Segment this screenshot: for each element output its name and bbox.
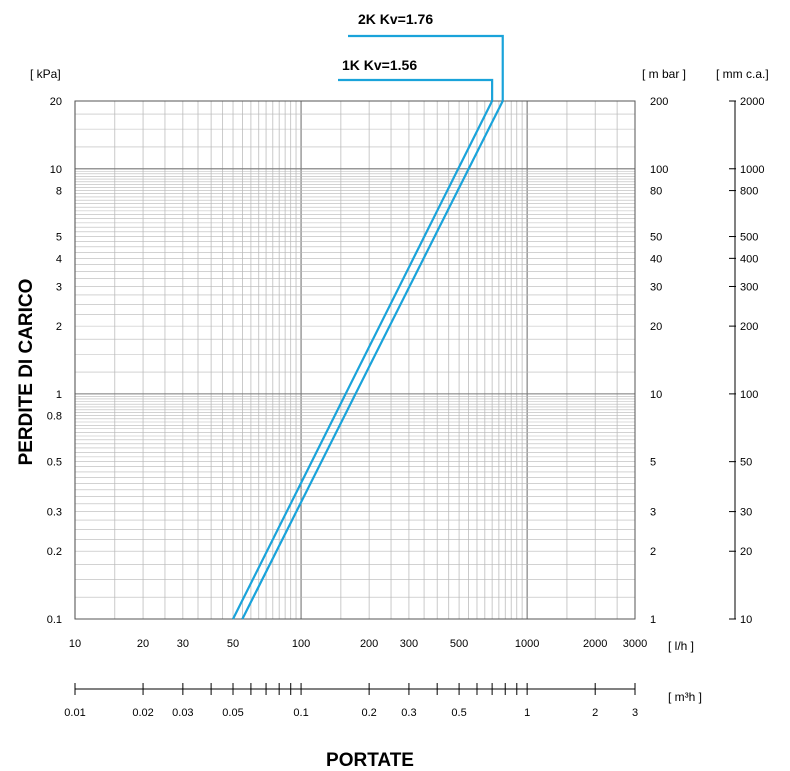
x-tick-label-m3h: 0.01 [64, 707, 85, 719]
x-tick-label-lh: 500 [450, 638, 468, 650]
x-tick-label-lh: 10 [69, 638, 81, 650]
x-tick-label-m3h: 0.1 [293, 707, 308, 719]
y-tick-label-mbar: 1 [650, 614, 656, 626]
y-tick-label-kpa: 0.2 [47, 546, 62, 558]
y-tick-label-mbar: 50 [650, 232, 662, 244]
mmca-unit-label: [ mm c.a.] [716, 67, 769, 81]
x-tick-label-m3h: 0.3 [401, 707, 416, 719]
x-tick-label-lh: 50 [227, 638, 239, 650]
m3h-unit-label: [ m³h ] [668, 690, 702, 704]
y-tick-label-mmca: 20 [740, 546, 752, 558]
y-tick-label-kpa: 1 [56, 389, 62, 401]
series-leader-2 [348, 34, 504, 101]
x-axis-title: PORTATE [326, 750, 414, 771]
y-tick-label-kpa: 2 [56, 321, 62, 333]
series-label-1: 1K Kv=1.56 [342, 57, 417, 73]
y-tick-label-kpa: 4 [56, 253, 62, 265]
y-tick-label-mmca: 50 [740, 457, 752, 469]
y-tick-label-mmca: 800 [740, 186, 758, 198]
y-tick-label-mbar: 20 [650, 321, 662, 333]
y-tick-label-kpa: 10 [50, 164, 62, 176]
y-tick-label-mbar: 30 [650, 281, 662, 293]
y-tick-label-mmca: 500 [740, 232, 758, 244]
mbar-unit-label: [ m bar ] [642, 67, 686, 81]
x-tick-label-m3h: 0.05 [222, 707, 243, 719]
y-tick-label-kpa: 0.1 [47, 614, 62, 626]
y-tick-label-kpa: 0.5 [47, 457, 62, 469]
chart-grid [74, 100, 636, 620]
y-tick-label-mmca: 2000 [740, 96, 764, 108]
y-tick-label-mmca: 200 [740, 321, 758, 333]
x-tick-label-m3h: 1 [524, 707, 530, 719]
kpa-unit-label: [ kPa] [30, 67, 61, 81]
x-tick-label-lh: 20 [137, 638, 149, 650]
y-tick-label-mmca: 100 [740, 389, 758, 401]
y-tick-label-mbar: 2 [650, 546, 656, 558]
x-tick-label-lh: 2000 [583, 638, 607, 650]
y-tick-label-mmca: 30 [740, 507, 752, 519]
y-tick-label-mbar: 10 [650, 389, 662, 401]
x-tick-label-lh: 100 [292, 638, 310, 650]
x-tick-label-lh: 30 [177, 638, 189, 650]
plot-frame [74, 100, 636, 620]
y-tick-label-mmca: 1000 [740, 164, 764, 176]
y-tick-label-kpa: 3 [56, 281, 62, 293]
y-tick-label-mmca: 10 [740, 614, 752, 626]
x-tick-label-m3h: 3 [632, 707, 638, 719]
series-line-1 [232, 100, 494, 620]
y-tick-label-mbar: 200 [650, 96, 668, 108]
y-tick-label-kpa: 0.3 [47, 507, 62, 519]
series-layer [232, 34, 504, 620]
lh-unit-label: [ l/h ] [668, 639, 694, 653]
y-tick-label-kpa: 20 [50, 96, 62, 108]
y-axis-title: PERDITE DI CARICO [16, 279, 37, 466]
series-leader-1 [338, 78, 494, 101]
series-line-2 [241, 100, 504, 620]
series-label-2: 2K Kv=1.76 [358, 11, 433, 27]
tick-labels-layer: 1K Kv=1.56 2K Kv=1.76 0.1 0.2 0.3 0.5 0.8 1 2 3 4 5… [47, 11, 765, 719]
y-tick-label-mbar: 100 [650, 164, 668, 176]
x-tick-label-m3h: 2 [592, 707, 598, 719]
x-tick-label-m3h: 0.2 [361, 707, 376, 719]
y-tick-label-mmca: 400 [740, 253, 758, 265]
x-tick-label-m3h: 0.03 [172, 707, 193, 719]
x-tick-label-lh: 300 [400, 638, 418, 650]
y-tick-label-mmca: 300 [740, 281, 758, 293]
y-tick-label-mbar: 80 [650, 186, 662, 198]
y-tick-label-kpa: 5 [56, 232, 62, 244]
x-tick-label-lh: 1000 [515, 638, 539, 650]
x-tick-label-m3h: 0.02 [132, 707, 153, 719]
y-tick-label-kpa: 8 [56, 186, 62, 198]
x-tick-label-m3h: 0.5 [451, 707, 466, 719]
y-tick-label-mbar: 3 [650, 507, 656, 519]
x-tick-label-lh: 200 [360, 638, 378, 650]
y-tick-label-kpa: 0.8 [47, 411, 62, 423]
y-tick-label-mbar: 40 [650, 253, 662, 265]
x-tick-label-lh: 3000 [623, 638, 647, 650]
y-tick-label-mbar: 5 [650, 457, 656, 469]
